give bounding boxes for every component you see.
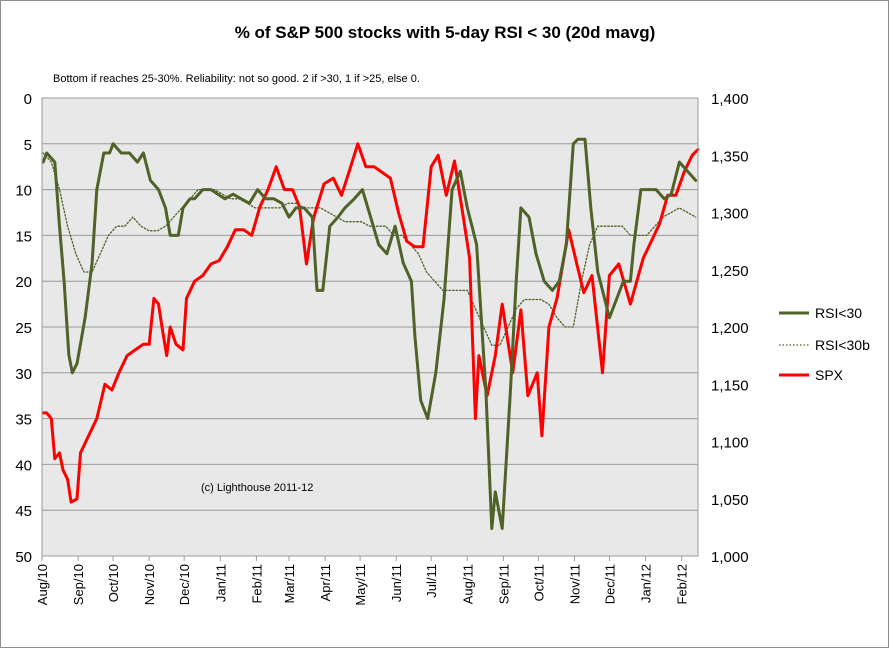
y-right-tick-label: 1,000	[711, 549, 749, 566]
legend-label: SPX	[815, 367, 844, 383]
legend: RSI<30 RSI<30b SPX	[779, 305, 870, 383]
x-tick-label: Jan/11	[213, 564, 228, 602]
series-line-rsi-30	[41, 137, 698, 530]
y-left-tick-label: 15	[15, 228, 32, 245]
series-layer	[41, 137, 700, 530]
x-tick-label: Dec/11	[602, 564, 617, 604]
x-tick-label: Jun/11	[389, 564, 404, 602]
y-left-tick-label: 45	[15, 503, 32, 520]
x-tick-label: Jul/11	[424, 564, 439, 598]
y-axis-left: 0 5 10 15 20 25 30 35 40 45 50	[15, 91, 32, 566]
x-tick-label: Aug/10	[35, 564, 50, 605]
y-left-tick-label: 0	[24, 91, 32, 108]
y-right-tick-label: 1,400	[711, 91, 749, 108]
legend-label: RSI<30b	[815, 337, 870, 353]
y-left-tick-label: 35	[15, 412, 32, 429]
y-right-tick-label: 1,350	[711, 148, 749, 165]
y-left-tick-label: 25	[15, 320, 32, 337]
y-right-tick-label: 1,100	[711, 435, 749, 452]
y-right-tick-label: 1,150	[711, 377, 749, 394]
x-axis: Aug/10 Sep/10 Oct/10 Nov/10 Dec/10 Jan/11 Feb/…	[35, 556, 690, 606]
y-right-tick-label: 1,050	[711, 492, 749, 509]
x-tick-label: Jan/12	[639, 564, 654, 603]
x-tick-label: Apr/11	[318, 564, 333, 601]
plot-border	[41, 97, 699, 557]
x-tick-label: Aug/11	[460, 564, 475, 604]
x-tick-label: Feb/12	[675, 564, 690, 604]
chart-subtitle: Bottom if reaches 25-30%. Reliability: n…	[53, 73, 420, 85]
chart-title: % of S&P 500 stocks with 5-day RSI < 30 …	[235, 23, 656, 42]
legend-label: RSI<30	[815, 305, 862, 321]
y-left-tick-label: 50	[15, 549, 32, 566]
y-left-tick-label: 30	[15, 366, 32, 383]
x-tick-label: Oct/11	[531, 564, 546, 601]
x-tick-label: Oct/10	[106, 564, 121, 602]
x-tick-label: Sep/10	[71, 564, 86, 605]
chart-annotation: (c) Lighthouse 2011-12	[201, 482, 313, 494]
series-line-rsi-30b	[42, 152, 697, 346]
y-left-tick-label: 5	[24, 137, 32, 154]
y-axis-right: 1,000 1,050 1,100 1,150 1,200 1,250 1,300 1,350…	[711, 91, 749, 566]
series-line-spx	[41, 142, 700, 504]
y-right-tick-label: 1,300	[711, 206, 749, 223]
x-tick-label: Feb/11	[249, 564, 264, 604]
y-left-tick-label: 10	[15, 183, 32, 200]
gridlines	[42, 143, 698, 511]
y-right-tick-label: 1,200	[711, 320, 749, 337]
y-left-tick-label: 40	[15, 457, 32, 474]
y-right-tick-label: 1,250	[711, 263, 749, 280]
x-tick-label: Sep/11	[496, 564, 511, 604]
x-tick-label: Nov/11	[567, 564, 582, 604]
x-tick-label: May/11	[353, 564, 368, 606]
x-tick-label: Mar/11	[282, 564, 297, 604]
x-tick-label: Nov/10	[142, 564, 157, 605]
x-tick-label: Dec/10	[177, 564, 192, 605]
y-left-tick-label: 20	[15, 274, 32, 291]
